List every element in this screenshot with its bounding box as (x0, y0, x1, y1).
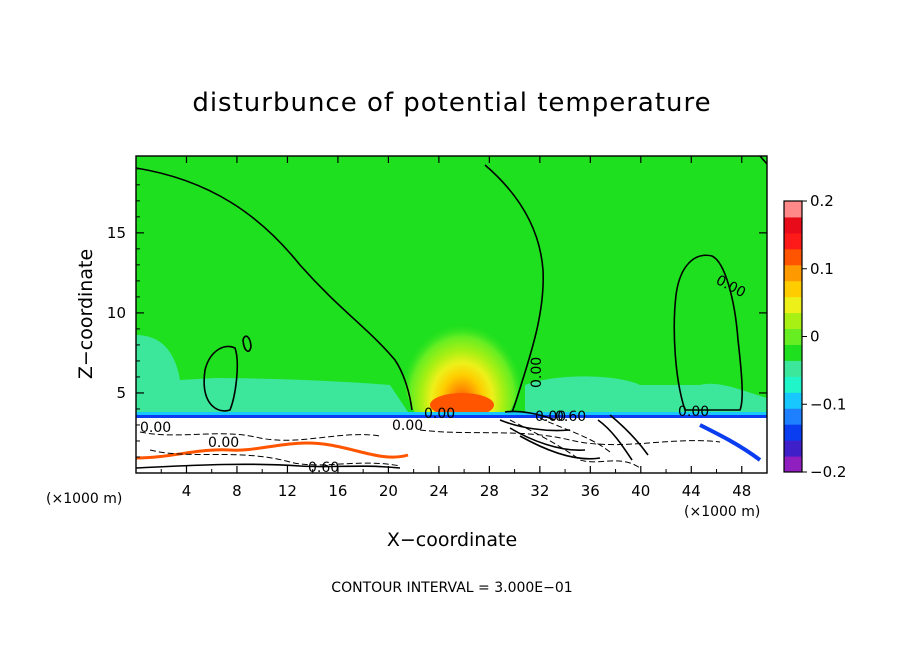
lower-warm-band (136, 441, 409, 460)
x-unit-left: (×1000 m) (46, 491, 122, 507)
contour-lower-left (136, 463, 401, 469)
x-tick-label: 16 (328, 482, 347, 500)
contour-island-left (203, 345, 239, 412)
y-tick-label: 15 (107, 224, 126, 242)
x-tick-label: 44 (682, 482, 701, 500)
contour-interval: CONTOUR INTERVAL = 3.000E−01 (331, 580, 572, 596)
y-tick-label: 5 (116, 384, 126, 402)
colorbar-tick-label: −0.2 (810, 463, 846, 481)
colorbar-segment (784, 264, 802, 282)
cool-region-left (136, 335, 410, 415)
contour-label: 0.00 (140, 420, 171, 436)
plot-frame (135, 155, 768, 474)
y-axis: 5 10 15 (107, 168, 767, 458)
x-tick-label: 24 (429, 482, 448, 500)
contour-label: 0.00 (392, 418, 423, 434)
contour-cluster (499, 410, 649, 461)
colorbar-tick-label: 0.2 (810, 192, 834, 210)
x-tick-label: 8 (232, 482, 242, 500)
colorbar-segment (784, 328, 802, 345)
colorbar-segment (784, 216, 802, 234)
colorbar-segment (784, 424, 802, 441)
contour-line-left (136, 167, 413, 411)
colorbar-segment (784, 232, 802, 250)
colorbar-segment (784, 456, 802, 473)
y-axis-label: Z−coordinate (75, 249, 97, 379)
contour-label: 0.00 (678, 404, 709, 420)
colorbar-segment (784, 360, 802, 377)
contour-line-middle (484, 164, 544, 413)
x-unit-right: (×1000 m) (684, 504, 760, 520)
colorbar-segment (784, 408, 802, 425)
colorbar-segment (784, 392, 802, 409)
colorbar-segment (784, 376, 802, 393)
colorbar-tick-label: 0.1 (810, 260, 834, 278)
plot-area (136, 156, 767, 473)
colorbar-segment (784, 280, 802, 298)
lower-contours (139, 417, 721, 469)
x-tick-label: 20 (379, 482, 398, 500)
colorbar-segment (784, 312, 802, 330)
colorbar-segment (784, 296, 802, 314)
x-tick-label: 4 (182, 482, 192, 500)
warm-plume-core (430, 393, 494, 417)
contour-label: 0.60 (308, 460, 339, 476)
contour-island-right (673, 254, 743, 411)
colorbar-segment (784, 344, 802, 361)
colorbar: 0.2 0.1 0 −0.1 −0.2 (783, 192, 846, 481)
x-axis: 4 8 12 16 20 24 28 32 36 40 44 48 (160, 156, 751, 500)
cool-layer-blue (136, 415, 767, 418)
x-tick-label: 48 (732, 482, 751, 500)
x-axis-label: X−coordinate (387, 529, 517, 551)
x-tick-label: 36 (581, 482, 600, 500)
contour-top-right (759, 156, 767, 165)
contour-label: 0.00 (529, 357, 545, 388)
cool-layer-cyan (136, 412, 767, 416)
chart-title: disturbunce of potential temperature (192, 88, 711, 118)
contour-island-small (242, 335, 252, 353)
contour-label: 0.60 (555, 409, 586, 425)
contour-label: 0.00 (535, 409, 566, 425)
x-tick-label: 28 (480, 482, 499, 500)
cool-region-right (525, 376, 767, 415)
colorbar-tick-label: −0.1 (810, 395, 846, 413)
colorbar-segment (784, 248, 802, 266)
colorbar-segment (784, 440, 802, 457)
colorbar-segment (784, 201, 802, 218)
contour-labels: 0.00 0.00 0.00 0.00 0.00 0.00 0.00 0.60 … (140, 272, 748, 476)
x-tick-label: 40 (631, 482, 650, 500)
y-tick-label: 10 (107, 304, 126, 322)
lower-cool-band (699, 423, 762, 462)
x-tick-label: 32 (530, 482, 549, 500)
x-tick-label: 12 (278, 482, 297, 500)
contour-label: 0.00 (424, 406, 455, 422)
colorbar-tick-label: 0 (810, 328, 820, 346)
contour-label: 0.00 (208, 435, 239, 451)
